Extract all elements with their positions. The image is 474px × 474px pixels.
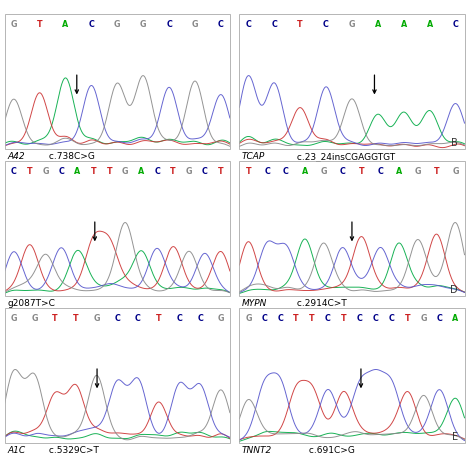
Text: G: G xyxy=(10,20,17,29)
Text: T: T xyxy=(358,167,364,176)
Text: T: T xyxy=(310,314,315,323)
Text: C: C xyxy=(154,167,160,176)
Text: A: A xyxy=(427,20,433,29)
Text: C: C xyxy=(202,167,208,176)
Text: MYPN: MYPN xyxy=(242,299,267,308)
Text: G: G xyxy=(320,167,327,176)
Text: C: C xyxy=(325,314,331,323)
Text: T: T xyxy=(73,314,79,323)
Text: T: T xyxy=(52,314,58,323)
Text: G: G xyxy=(31,314,38,323)
Text: G: G xyxy=(186,167,192,176)
Text: A1C: A1C xyxy=(7,446,25,455)
Text: C: C xyxy=(114,314,120,323)
Text: C: C xyxy=(135,314,141,323)
Text: C: C xyxy=(283,167,289,176)
Text: C: C xyxy=(453,20,458,29)
Text: C: C xyxy=(264,167,270,176)
Text: G: G xyxy=(122,167,128,176)
Text: E: E xyxy=(452,431,458,441)
Text: TCAP: TCAP xyxy=(242,152,265,161)
Text: T: T xyxy=(107,167,112,176)
Text: A: A xyxy=(452,314,459,323)
Text: G: G xyxy=(10,314,17,323)
Text: T: T xyxy=(341,314,347,323)
Text: C: C xyxy=(59,167,64,176)
Text: A: A xyxy=(396,167,402,176)
Text: T: T xyxy=(170,167,176,176)
Text: TNNT2: TNNT2 xyxy=(242,446,272,455)
Text: C: C xyxy=(197,314,203,323)
Text: C: C xyxy=(261,314,267,323)
Text: T: T xyxy=(405,314,410,323)
Text: c.738C>G: c.738C>G xyxy=(46,152,95,161)
Text: G: G xyxy=(349,20,355,29)
Text: G: G xyxy=(192,20,198,29)
Text: A42: A42 xyxy=(7,152,25,161)
Text: G: G xyxy=(42,167,49,176)
Text: c.691C>G: c.691C>G xyxy=(306,446,356,455)
Text: G: G xyxy=(245,314,252,323)
Text: A: A xyxy=(74,167,81,176)
Text: G: G xyxy=(218,314,224,323)
Text: C: C xyxy=(437,314,443,323)
Text: C: C xyxy=(246,20,251,29)
Text: G: G xyxy=(452,167,459,176)
Text: C: C xyxy=(166,20,172,29)
Text: g2087T>C: g2087T>C xyxy=(7,299,55,308)
Text: G: G xyxy=(114,20,120,29)
Text: G: G xyxy=(415,167,421,176)
Text: B: B xyxy=(451,137,458,147)
Text: C: C xyxy=(176,314,182,323)
Text: c.2914C>T: c.2914C>T xyxy=(293,299,346,308)
Text: C: C xyxy=(377,167,383,176)
Text: C: C xyxy=(271,20,277,29)
Text: C: C xyxy=(277,314,283,323)
Text: G: G xyxy=(420,314,427,323)
Text: A: A xyxy=(138,167,145,176)
Text: D: D xyxy=(450,284,458,294)
Text: A: A xyxy=(302,167,308,176)
Text: T: T xyxy=(37,20,43,29)
Text: T: T xyxy=(293,314,299,323)
Text: G: G xyxy=(140,20,146,29)
Text: C: C xyxy=(218,20,224,29)
Text: C: C xyxy=(323,20,329,29)
Text: T: T xyxy=(297,20,303,29)
Text: C: C xyxy=(89,20,94,29)
Text: c.5329C>T: c.5329C>T xyxy=(46,446,99,455)
Text: c.23_24insCGAGGTGT: c.23_24insCGAGGTGT xyxy=(293,152,395,161)
Text: C: C xyxy=(339,167,346,176)
Text: A: A xyxy=(375,20,381,29)
Text: A: A xyxy=(63,20,69,29)
Text: C: C xyxy=(373,314,379,323)
Text: T: T xyxy=(434,167,439,176)
Text: T: T xyxy=(246,167,251,176)
Text: C: C xyxy=(389,314,395,323)
Text: G: G xyxy=(93,314,100,323)
Text: C: C xyxy=(357,314,363,323)
Text: T: T xyxy=(27,167,33,176)
Text: T: T xyxy=(91,167,96,176)
Text: C: C xyxy=(11,167,17,176)
Text: T: T xyxy=(218,167,224,176)
Text: A: A xyxy=(401,20,407,29)
Text: T: T xyxy=(156,314,162,323)
